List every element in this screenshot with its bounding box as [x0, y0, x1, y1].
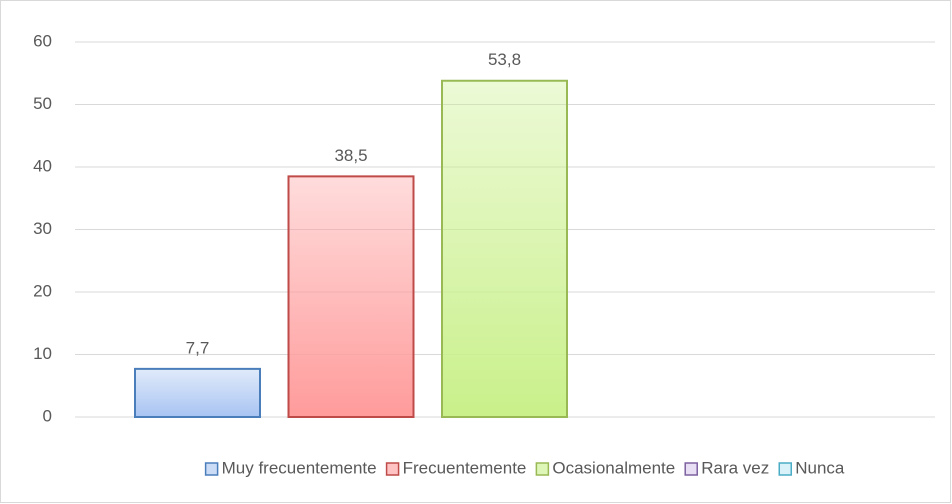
y-tick-label: 30 — [33, 219, 52, 238]
legend-swatch — [385, 462, 400, 476]
legend-swatch — [778, 462, 792, 476]
legend-label: Rara vez — [701, 458, 769, 477]
bar — [134, 367, 261, 418]
legend-label: Ocasionalmente — [552, 458, 675, 477]
legend-label: Muy frecuentemente — [222, 458, 377, 477]
data-label: 7,7 — [186, 338, 210, 357]
y-tick-label: 20 — [33, 281, 52, 300]
legend-label: Nunca — [795, 458, 845, 477]
legend-swatch — [535, 462, 550, 476]
y-tick-label: 60 — [33, 31, 52, 50]
y-tick-label: 50 — [33, 94, 52, 113]
bar — [287, 175, 415, 418]
y-tick-label: 40 — [33, 156, 52, 175]
bar — [441, 79, 568, 418]
legend: Muy frecuentemente Frecuentemente Ocasiona… — [204, 458, 845, 477]
y-tick-label: 10 — [33, 344, 52, 363]
data-label: 38,5 — [334, 146, 367, 165]
legend-swatch — [204, 462, 219, 476]
legend-swatch — [684, 462, 698, 476]
data-label: 53,8 — [488, 50, 521, 69]
y-tick-label: 0 — [43, 406, 52, 425]
legend-label: Frecuentemente — [403, 458, 527, 477]
